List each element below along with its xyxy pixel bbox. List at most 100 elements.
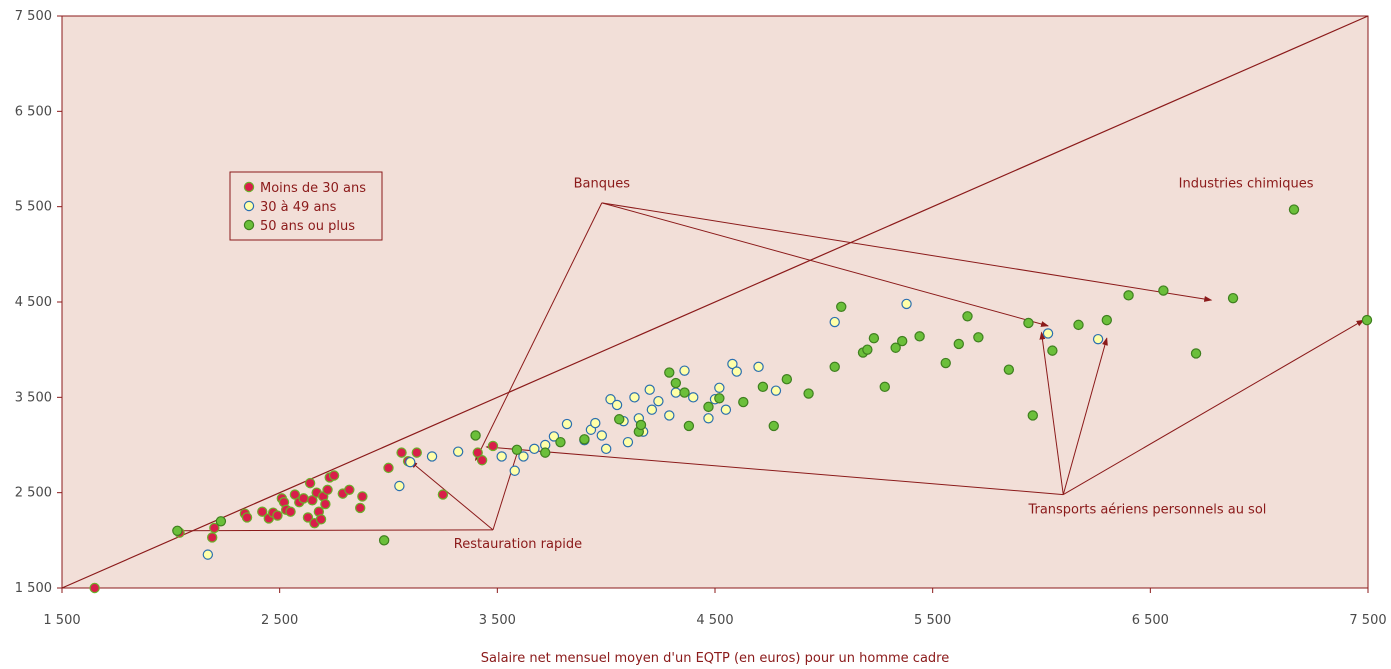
annotation-arrow (1063, 319, 1365, 496)
data-point (320, 498, 331, 510)
data-point (596, 430, 608, 441)
data-point (548, 431, 560, 442)
data-point (896, 335, 908, 347)
annotation-arrow (475, 202, 603, 462)
data-point (1073, 319, 1084, 331)
data-point (1027, 410, 1038, 421)
y-tick-label: 6 500 (15, 104, 52, 119)
data-point (611, 399, 623, 411)
data-point (644, 384, 655, 395)
legend-marker (243, 200, 255, 212)
data-point (1101, 314, 1113, 326)
annotation-arrow (601, 202, 1213, 302)
data-point (355, 502, 366, 514)
data-point (901, 298, 912, 310)
legend: Moins de 30 ans 30 à 49 ans 50 ans ou plus (229, 171, 383, 241)
annotation-arrow (485, 444, 1064, 496)
data-point (962, 311, 973, 322)
equality-diagonal-line (61, 15, 1369, 589)
data-point (307, 495, 318, 506)
data-point (731, 366, 742, 377)
y-tick-label: 1 500 (15, 581, 52, 596)
data-point (172, 525, 183, 537)
data-point (396, 447, 407, 458)
y-tick-label: 3 500 (15, 390, 52, 405)
data-point (1003, 364, 1015, 375)
legend-marker (243, 219, 255, 231)
data-point (862, 344, 873, 355)
data-point (304, 477, 316, 489)
data-point (1047, 345, 1058, 356)
data-point (753, 361, 764, 373)
x-axis-ticks: 1 500 2 500 3 500 4 500 5 500 6 500 7 500 (43, 588, 1387, 628)
data-point (679, 387, 690, 398)
x-tick-label: 5 500 (914, 613, 951, 628)
data-point (328, 470, 340, 481)
data-point (555, 436, 566, 448)
x-tick-label: 6 500 (1132, 613, 1169, 628)
data-point (653, 395, 664, 407)
data-point (257, 506, 268, 517)
x-tick-label: 2 500 (261, 613, 298, 628)
data-point (1190, 348, 1202, 359)
data-point (720, 404, 732, 415)
data-point (1092, 333, 1104, 345)
data-point (215, 516, 227, 527)
data-point (622, 436, 634, 448)
legend-label: 30 à 49 ans (260, 200, 337, 215)
data-point (953, 338, 964, 350)
data-point (868, 333, 880, 344)
annotation-arrow (601, 202, 1049, 327)
annotation-label: Restauration rapide (454, 537, 582, 552)
data-point (285, 506, 296, 517)
y-tick-label: 4 500 (15, 295, 52, 310)
data-point (614, 414, 625, 425)
data-point (202, 549, 214, 560)
data-point (590, 417, 601, 429)
data-point (738, 396, 749, 408)
data-point (683, 420, 695, 432)
data-point (394, 480, 405, 492)
annotation-arrow (1039, 331, 1064, 495)
annotation-label: Transports aériens personnels au sol (1027, 503, 1266, 518)
data-point (646, 404, 658, 415)
data-point (635, 419, 647, 431)
data-point (664, 367, 675, 378)
data-point (496, 451, 507, 462)
data-point (727, 358, 738, 370)
data-point (289, 489, 301, 500)
data-point (383, 462, 394, 474)
data-point (540, 447, 551, 458)
x-tick-label: 7 500 (1349, 613, 1386, 628)
x-tick-label: 3 500 (479, 613, 516, 628)
data-point (1361, 314, 1373, 326)
data-point (879, 381, 890, 393)
data-point (344, 484, 355, 496)
data-point (829, 361, 840, 373)
data-point (452, 446, 464, 457)
y-tick-label: 7 500 (15, 9, 52, 24)
annotation-arrows (172, 202, 1365, 534)
data-point (768, 420, 779, 432)
data-point (378, 535, 390, 546)
data-point (209, 522, 220, 534)
data-point (679, 365, 690, 376)
data-point (579, 434, 590, 445)
data-point (914, 331, 925, 342)
annotation-arrow (492, 445, 520, 530)
annotation-arrow (1062, 337, 1108, 495)
x-tick-label: 4 500 (696, 613, 733, 628)
data-point (803, 388, 814, 399)
data-point (670, 387, 682, 398)
data-point (714, 393, 725, 404)
legend-box (229, 171, 383, 241)
data-point (940, 357, 951, 369)
legend-label: 50 ans ou plus (260, 219, 355, 234)
data-point (770, 385, 782, 396)
data-point (518, 451, 529, 462)
data-point (1042, 328, 1054, 339)
data-point (714, 382, 725, 393)
data-point (472, 447, 483, 458)
data-point (1227, 292, 1239, 304)
data-point (1288, 204, 1300, 215)
